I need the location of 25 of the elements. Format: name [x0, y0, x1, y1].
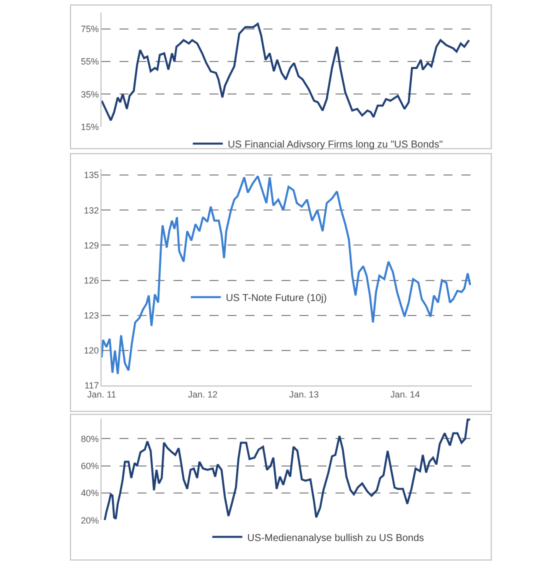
x-tick-label: Jan. 11	[87, 389, 116, 400]
y-tick-label: 20%	[80, 515, 99, 526]
line-series	[102, 175, 472, 375]
legend-label: US-Medienanalyse bullish zu US Bonds	[247, 532, 424, 544]
y-tick-label: 55%	[80, 56, 99, 67]
y-tick-label: 60%	[80, 460, 99, 471]
line-series	[104, 418, 472, 520]
y-tick-label: 75%	[80, 24, 99, 34]
y-tick-label: 120	[84, 346, 99, 356]
y-tick-label: 80%	[80, 434, 99, 444]
y-tick-label: 129	[84, 240, 99, 250]
y-tick-label: 135	[84, 170, 99, 180]
line-series	[102, 22, 470, 122]
y-tick-label: 123	[84, 310, 99, 321]
x-tick-label: Jan. 12	[188, 389, 218, 400]
legend-label: US Financial Adivsory Firms long zu "US Bonds"	[228, 140, 444, 151]
y-tick-label: 126	[84, 275, 99, 286]
y-tick-label: 15%	[80, 122, 99, 132]
legend-label: US T-Note Future (10j)	[226, 293, 327, 304]
y-tick-label: 40%	[80, 488, 99, 498]
y-tick-label: 35%	[80, 89, 99, 100]
y-tick-label: 117	[84, 380, 99, 391]
x-tick-label: Jan. 13	[289, 389, 319, 400]
x-tick-label: Jan. 14	[390, 389, 420, 400]
y-tick-label: 132	[84, 205, 99, 216]
